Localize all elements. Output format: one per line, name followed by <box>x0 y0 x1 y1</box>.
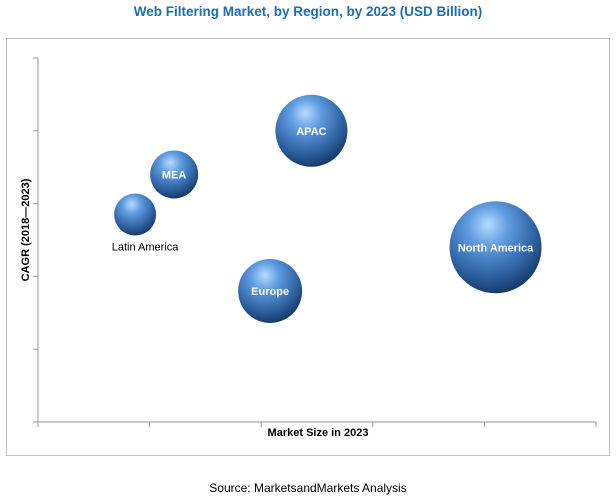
y-axis-label: CAGR (2018—2023) <box>20 178 32 281</box>
bubble-mea-circle <box>150 150 199 199</box>
bubble-apac-label: APAC <box>296 126 326 138</box>
bubble-apac-circle <box>275 94 348 167</box>
bubble-mea-label: MEA <box>162 169 187 181</box>
source-note: Source: MarketsandMarkets Analysis <box>209 481 407 495</box>
chart-frame <box>6 38 610 456</box>
bubble-europe-circle <box>238 258 303 323</box>
chart-title: Web Filtering Market, by Region, by 2023… <box>133 4 483 19</box>
bubble-europe-label: Europe <box>251 286 289 298</box>
bubble-latin-america-label: Latin America <box>112 242 180 254</box>
bubble-latin-america: Latin America <box>112 193 180 254</box>
bubble-apac: APAC <box>275 94 348 167</box>
chart-axes <box>33 57 597 427</box>
x-axis-label: Market Size in 2023 <box>268 427 369 439</box>
bubble-mea: MEA <box>150 150 199 199</box>
bubble-latin-america-circle <box>114 193 157 236</box>
bubble-north-america-circle <box>449 201 542 294</box>
bubble-north-america-label: North America <box>458 242 534 254</box>
bubble-north-america: North America <box>449 201 542 294</box>
bubble-europe: Europe <box>238 258 303 323</box>
chart-bubbles: North America APAC Europe MEA Latin America <box>112 94 542 323</box>
